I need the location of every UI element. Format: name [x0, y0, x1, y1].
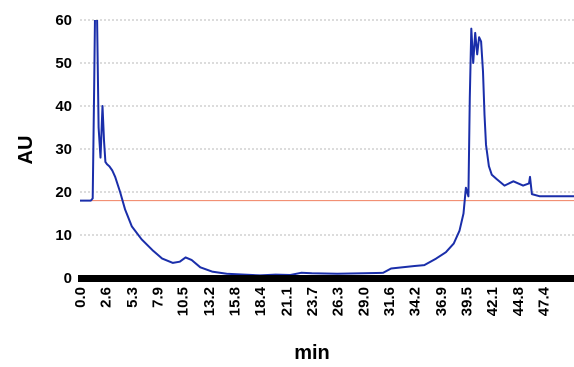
x-tick-label: 29.0: [356, 287, 373, 316]
x-axis-bar: [78, 275, 574, 282]
x-tick-label: 31.6: [381, 287, 398, 316]
x-tick-label: 0.0: [72, 287, 89, 308]
x-tick-label: 5.3: [124, 287, 141, 308]
x-tick-label: 18.4: [252, 286, 269, 316]
x-axis-title: min: [294, 342, 330, 364]
x-tick-labels: 0.0 2.6 5.3 7.9 10.5 13.2 15.8 18.4 21.1 23.7 26.3…: [72, 286, 553, 316]
y-tick-label: 50: [55, 55, 72, 72]
y-tick-label: 0: [64, 270, 72, 287]
y-axis-title: AU: [15, 136, 37, 165]
x-tick-label: 39.5: [458, 287, 475, 316]
x-tick-label: 2.6: [97, 287, 114, 308]
x-tick-label: 13.2: [201, 287, 218, 316]
grid-lines: [80, 19, 574, 236]
y-tick-label: 10: [55, 227, 72, 244]
x-tick-label: 44.8: [510, 287, 527, 316]
x-tick-label: 26.3: [329, 287, 346, 316]
x-tick-label: 23.7: [304, 287, 321, 316]
series-line: [80, 20, 574, 277]
y-tick-label: 20: [55, 184, 72, 201]
x-tick-label: 42.1: [484, 287, 501, 316]
y-tick-label: 60: [55, 12, 72, 29]
x-tick-label: 47.4: [536, 286, 553, 316]
plot-area-clip: [80, 20, 574, 277]
x-tick-label: 36.9: [433, 287, 450, 316]
x-tick-label: 7.9: [149, 287, 166, 308]
x-tick-label: 34.2: [407, 287, 424, 316]
y-tick-label: 40: [55, 98, 72, 115]
y-tick-label: 30: [55, 141, 72, 158]
y-tick-labels: 0 10 20 30 40 50 60: [55, 12, 72, 287]
x-tick-label: 10.5: [175, 287, 192, 316]
x-tick-label: 21.1: [278, 287, 295, 316]
x-tick-label: 15.8: [227, 287, 244, 316]
